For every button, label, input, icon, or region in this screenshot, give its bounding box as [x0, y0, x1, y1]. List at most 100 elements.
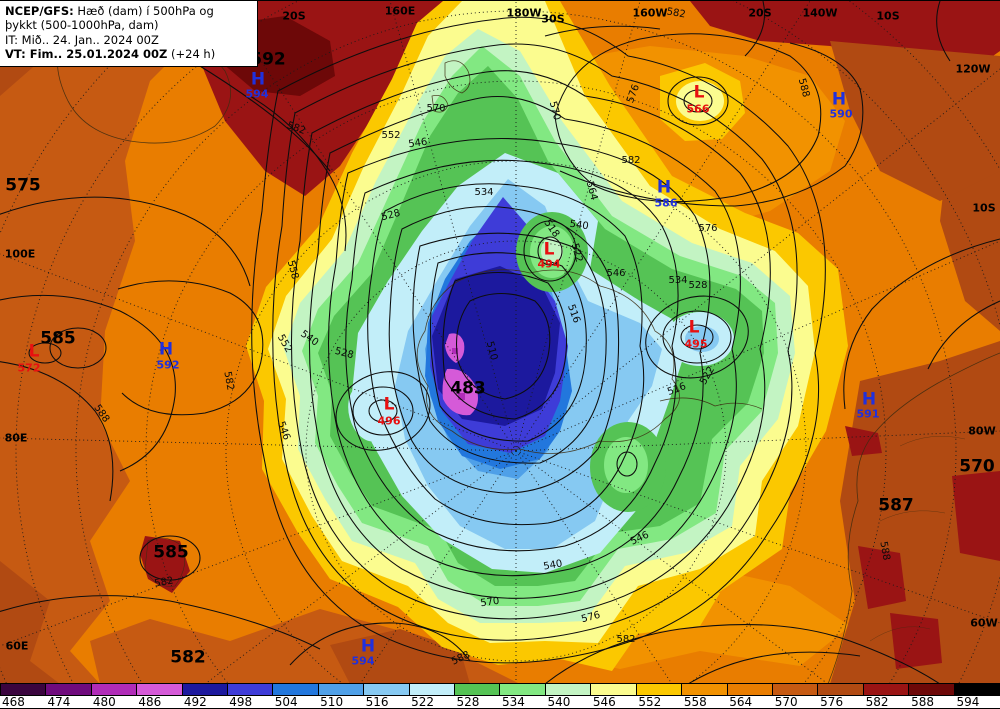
colorbar-swatch-534	[499, 683, 545, 696]
colorbar-swatch-594	[953, 683, 1000, 696]
colorbar-swatch-504	[272, 683, 318, 696]
colorbar-swatch-486	[136, 683, 182, 696]
colorbar-swatch-576	[817, 683, 863, 696]
value-label-570: 570	[959, 456, 995, 477]
value-label-585: 585	[40, 328, 76, 349]
colorbar-swatch-480	[90, 683, 137, 696]
low-center-value: 496	[377, 414, 401, 428]
value-label-575: 575	[5, 175, 41, 196]
edge-label-30s: 30S	[541, 12, 565, 26]
forecast-lead: (+24 h)	[167, 47, 216, 62]
thickness-colorbar: 468 474 480 486 492 498 504 510 516 522 528 534 540 5…	[0, 683, 1000, 709]
title-line-2: þykkt (500-1000hPa, dam)	[5, 18, 159, 33]
edge-label-60e: 60E	[5, 639, 29, 653]
coastline-layer	[56, 27, 1000, 683]
colorbar-tick-528: 528	[456, 695, 480, 709]
colorbar-swatch-540	[544, 683, 591, 696]
valid-time-bold: VT: Fim.. 25.01.2024 00Z	[5, 47, 168, 62]
contour-label-570: 570	[426, 103, 446, 114]
colorbar-tick-564: 564	[729, 695, 753, 709]
colorbar-tick-540: 540	[547, 695, 571, 709]
low-center-value: 494	[537, 257, 561, 271]
colorbar-tick-labels: 468 474 480 486 492 498 504 510 516 522 528 534 540 5…	[0, 696, 1000, 709]
low-center-letter: L	[543, 239, 555, 260]
title-line-1: NCEP/GFS: Hæð (dam) í 500hPa og	[5, 4, 252, 18]
edge-label-80w: 80W	[968, 424, 996, 438]
colorbar-swatch-552	[635, 683, 682, 696]
thickness-height-map	[0, 1, 1000, 683]
value-label-587: 587	[878, 495, 914, 516]
model-name: NCEP/GFS:	[5, 4, 74, 18]
edge-label-180w: 180W	[506, 6, 542, 20]
contour-label-588: 588	[877, 540, 892, 562]
high-center-letter: H	[861, 389, 877, 410]
colorbar-tick-516: 516	[365, 695, 389, 709]
colorbar-tick-480: 480	[92, 695, 116, 709]
colorbar-swatch-546	[590, 683, 636, 696]
colorbar-swatch-516	[363, 683, 409, 696]
colorbar-tick-486: 486	[138, 695, 162, 709]
colorbar-swatch-570	[771, 683, 818, 696]
contour-label-534: 534	[474, 187, 494, 198]
title-box: NCEP/GFS: Hæð (dam) í 500hPa og þykkt (5…	[0, 1, 258, 67]
colorbar-tick-546: 546	[592, 695, 616, 709]
init-time-line: IT: Mið.. 24. Jan.. 2024 00Z	[5, 32, 159, 47]
colorbar-tick-576: 576	[820, 695, 844, 709]
edge-label-20s: 20S	[282, 9, 306, 23]
thickness-fill-layer	[0, 1, 1000, 683]
value-label-582: 582	[170, 647, 206, 668]
colorbar-swatch-474	[45, 683, 91, 696]
edge-label-10s: 10S	[972, 201, 996, 215]
colorbar-swatch-588	[908, 683, 954, 696]
edge-label-160e: 160E	[384, 4, 416, 18]
high-center-letter: H	[250, 69, 266, 90]
colorbar-swatch-582	[862, 683, 909, 696]
low-center-letter: L	[688, 317, 700, 338]
low-center-value: 495	[684, 337, 708, 351]
high-center-letter: H	[656, 177, 672, 198]
colorbar-tick-552: 552	[638, 695, 662, 709]
colorbar-tick-588: 588	[911, 695, 934, 709]
high-center-value: 594	[245, 87, 269, 101]
high-center-letter: H	[831, 89, 847, 110]
colorbar-swatch-510	[317, 683, 364, 696]
colorbar-tick-468: 468	[2, 695, 25, 709]
low-center-value: 572	[17, 361, 41, 375]
edge-label-20s: 20S	[748, 6, 772, 20]
high-center-value: 594	[351, 654, 375, 668]
contour-label-582: 582	[221, 370, 236, 392]
colorbar-tick-474: 474	[47, 695, 71, 709]
edge-label-100e: 100E	[4, 247, 36, 261]
colorbar-swatch-498	[227, 683, 273, 696]
graticule-layer	[0, 1, 1000, 683]
high-center-value: 586	[654, 196, 678, 210]
contour-label-582: 582	[621, 155, 641, 166]
low-center-value: 566	[686, 102, 710, 116]
high-center-letter: H	[158, 339, 174, 360]
colorbar-swatches	[0, 683, 1000, 696]
field-description: Hæð (dam) í 500hPa og	[73, 4, 214, 18]
height-contour-layer	[0, 1, 1000, 683]
low-center-letter: L	[383, 394, 395, 415]
colorbar-swatch-468	[0, 683, 46, 696]
contour-label-534: 534	[668, 275, 688, 286]
colorbar-swatch-558	[681, 683, 727, 696]
colorbar-tick-558: 558	[683, 695, 707, 709]
edge-label-120w: 120W	[955, 62, 991, 76]
low-center-letter: L	[28, 341, 40, 362]
contour-label-552: 552	[381, 130, 401, 141]
contour-label-528: 528	[688, 280, 708, 291]
value-label-592: 592	[250, 49, 286, 70]
colorbar-tick-498: 498	[229, 695, 253, 709]
colorbar-tick-570: 570	[774, 695, 798, 709]
high-center-value: 592	[156, 358, 180, 372]
contour-label-576: 576	[698, 223, 718, 234]
colorbar-tick-582: 582	[865, 695, 889, 709]
edge-label-140w: 140W	[802, 6, 838, 20]
colorbar-tick-522: 522	[411, 695, 434, 709]
colorbar-tick-492: 492	[183, 695, 207, 709]
value-label-483: 483	[450, 378, 486, 399]
edge-label-160w: 160W	[632, 6, 668, 20]
valid-time-line: VT: Fim.. 25.01.2024 00Z (+24 h)	[5, 47, 252, 61]
